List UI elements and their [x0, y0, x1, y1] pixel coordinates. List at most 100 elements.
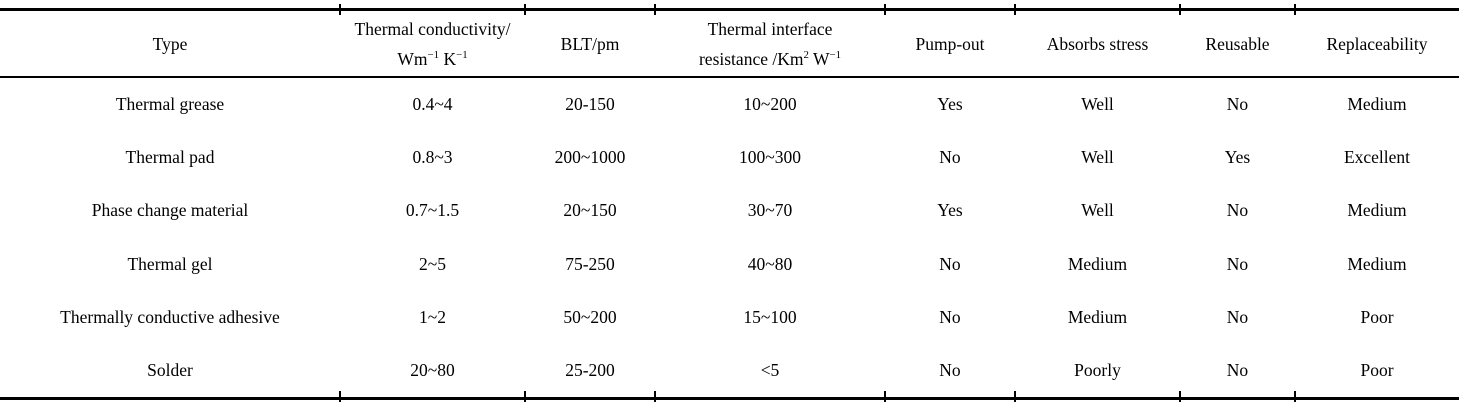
column-header-unit: Wm−1 K−1 — [397, 44, 467, 74]
cell-resistance: <5 — [760, 359, 780, 380]
cell-absorbs-stress: Well — [1081, 200, 1114, 221]
cell-absorbs-stress: Medium — [1067, 253, 1128, 274]
column-divider-tick — [1014, 4, 1016, 15]
table-header-row: Type Thermal conductivity/ Wm−1 K−1 BLT/… — [0, 11, 1459, 76]
cell-reusable: No — [1226, 306, 1249, 327]
table-row: Thermal pad 0.8~3 200~1000 100~300 No Well Yes… — [0, 131, 1459, 184]
column-divider-tick — [339, 4, 341, 15]
column-header-label: Thermal conductivity/ — [354, 18, 511, 39]
column-divider-tick — [1179, 391, 1181, 402]
column-header-label: Absorbs stress — [1046, 33, 1149, 54]
cell-reusable: No — [1226, 253, 1249, 274]
column-divider-tick — [654, 4, 656, 15]
superscript: −1 — [456, 48, 468, 61]
column-header-type: Type — [0, 11, 340, 76]
superscript: 2 — [803, 48, 809, 61]
cell-replaceability: Poor — [1360, 306, 1394, 327]
cell-pump-out: No — [939, 359, 961, 380]
cell-blt: 200~1000 — [554, 147, 626, 168]
table-row: Thermal grease 0.4~4 20-150 10~200 Yes Well No… — [0, 78, 1459, 131]
cell-conductivity: 2~5 — [419, 253, 446, 274]
table-row: Phase change material 0.7~1.5 20~150 30~70 Y… — [0, 184, 1459, 237]
cell-replaceability: Medium — [1347, 94, 1407, 115]
cell-type: Phase change material — [91, 200, 249, 221]
cell-conductivity: 0.7~1.5 — [405, 200, 460, 221]
column-divider-tick — [524, 391, 526, 402]
cell-replaceability: Poor — [1360, 359, 1394, 380]
cell-reusable: No — [1226, 359, 1249, 380]
column-divider-tick — [884, 391, 886, 402]
cell-pump-out: No — [939, 147, 961, 168]
cell-resistance: 10~200 — [743, 94, 797, 115]
cell-pump-out: No — [939, 253, 961, 274]
superscript: −1 — [427, 48, 440, 61]
cell-reusable: No — [1226, 94, 1249, 115]
cell-conductivity: 1~2 — [419, 306, 446, 327]
cell-type: Thermal gel — [127, 253, 213, 274]
column-divider-tick — [884, 4, 886, 15]
column-header-label: Reusable — [1205, 33, 1270, 54]
cell-absorbs-stress: Poorly — [1074, 359, 1121, 380]
table-row: Solder 20~80 25-200 <5 No Poorly No Poor — [0, 344, 1459, 397]
cell-conductivity: 0.4~4 — [412, 94, 453, 115]
table-row: Thermally conductive adhesive 1~2 50~200 15… — [0, 291, 1459, 344]
column-header-label: Type — [152, 33, 188, 54]
cell-conductivity: 20~80 — [410, 359, 455, 380]
column-divider-tick — [524, 4, 526, 15]
column-header-blt: BLT/pm — [525, 11, 655, 76]
column-divider-tick — [1179, 4, 1181, 15]
table-row: Thermal gel 2~5 75-250 40~80 No Medium No Mediu… — [0, 238, 1459, 291]
column-header-label: BLT/pm — [560, 33, 620, 54]
column-header-reusable: Reusable — [1180, 11, 1295, 76]
column-header-label: Pump-out — [915, 33, 985, 54]
column-header-thermal-interface-resistance: Thermal interface resistance /Km2 W−1 — [655, 11, 885, 76]
unit-text: Wm — [397, 48, 428, 69]
column-divider-tick — [339, 391, 341, 402]
column-header-pump-out: Pump-out — [885, 11, 1015, 76]
unit-text: K — [439, 48, 457, 69]
cell-pump-out: Yes — [937, 200, 963, 221]
table-top-rule — [0, 8, 1459, 11]
cell-absorbs-stress: Well — [1081, 94, 1114, 115]
superscript: −1 — [829, 48, 842, 61]
column-header-unit: resistance /Km2 W−1 — [699, 44, 841, 74]
column-header-label: Thermal interface — [707, 18, 833, 39]
column-divider-tick — [654, 391, 656, 402]
cell-resistance: 15~100 — [743, 306, 797, 327]
column-header-label: Replaceability — [1326, 33, 1428, 54]
cell-conductivity: 0.8~3 — [412, 147, 453, 168]
cell-replaceability: Medium — [1347, 253, 1407, 274]
cell-blt: 75-250 — [565, 253, 615, 274]
cell-resistance: 100~300 — [739, 147, 801, 168]
cell-reusable: Yes — [1224, 147, 1251, 168]
column-header-thermal-conductivity: Thermal conductivity/ Wm−1 K−1 — [340, 11, 525, 76]
table-header-rule — [0, 76, 1459, 78]
cell-blt: 20~150 — [563, 200, 617, 221]
table-body: Thermal grease 0.4~4 20-150 10~200 Yes Well No… — [0, 78, 1459, 397]
unit-text: resistance /Km — [698, 48, 804, 69]
cell-absorbs-stress: Well — [1081, 147, 1114, 168]
unit-text: W — [808, 48, 830, 69]
cell-resistance: 30~70 — [747, 200, 793, 221]
column-divider-tick — [1014, 391, 1016, 402]
table-bottom-rule — [0, 397, 1459, 400]
cell-absorbs-stress: Medium — [1067, 306, 1128, 327]
cell-resistance: 40~80 — [747, 253, 793, 274]
cell-type: Solder — [147, 359, 193, 380]
cell-type: Thermal pad — [125, 147, 215, 168]
column-divider-tick — [1294, 391, 1296, 402]
cell-replaceability: Excellent — [1343, 147, 1411, 168]
cell-type: Thermal grease — [115, 94, 225, 115]
cell-blt: 50~200 — [563, 306, 617, 327]
cell-replaceability: Medium — [1347, 200, 1407, 221]
cell-type: Thermally conductive adhesive — [60, 306, 280, 327]
column-divider-tick — [1294, 4, 1296, 15]
column-header-absorbs-stress: Absorbs stress — [1015, 11, 1180, 76]
column-header-replaceability: Replaceability — [1295, 11, 1459, 76]
cell-pump-out: Yes — [937, 94, 963, 115]
cell-reusable: No — [1226, 200, 1249, 221]
cell-pump-out: No — [939, 306, 961, 327]
cell-blt: 20-150 — [565, 94, 615, 115]
cell-blt: 25-200 — [565, 359, 615, 380]
